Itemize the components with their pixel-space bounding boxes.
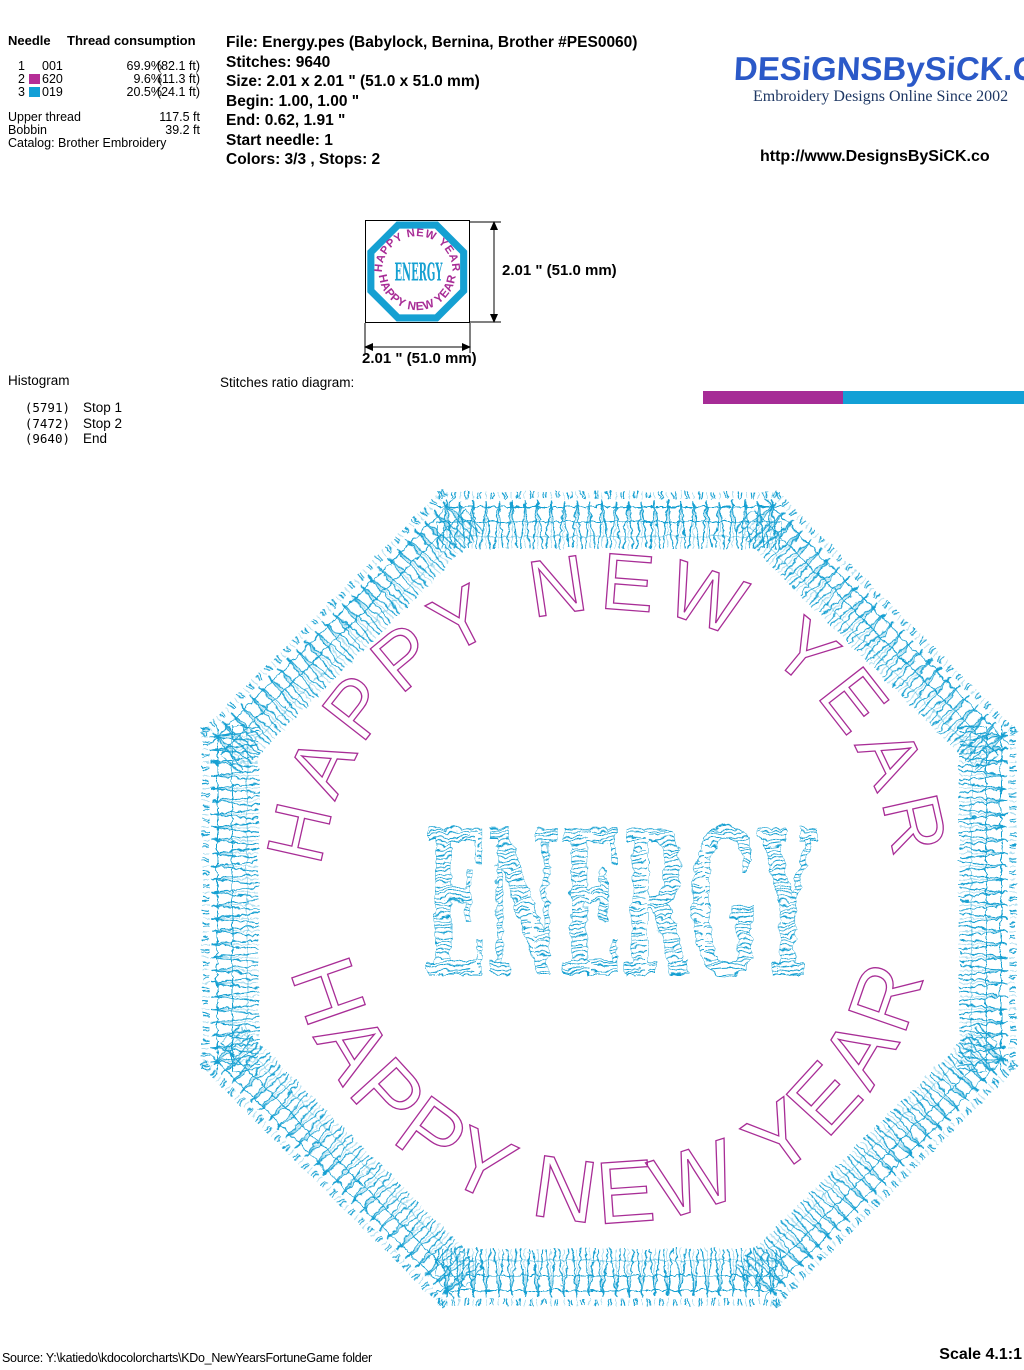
upper-thread-label: Upper thread	[8, 110, 81, 124]
ratio-bar	[703, 391, 1024, 404]
colors-line: Colors: 3/3 , Stops: 2	[226, 151, 381, 168]
upper-thread-row: Upper thread 117.5 ft	[8, 110, 200, 124]
arrow-left-icon	[364, 343, 373, 351]
histogram-label: Stop 1	[83, 400, 123, 415]
source-path: Source: Y:\katiedo\kdocolorcharts\KDo_Ne…	[2, 1351, 372, 1365]
bobbin-value: 39.2 ft	[165, 123, 200, 137]
upper-thread-value: 117.5 ft	[159, 110, 200, 124]
preview-design: HAPPY NEW YEAR HAPPY NEW YEAR ENERGY	[367, 221, 468, 322]
thread-color-swatch	[29, 74, 40, 84]
thread-code: 001	[42, 59, 63, 73]
histogram-title: Histogram	[8, 373, 70, 388]
brand-url[interactable]: http://www.DesignsBySiCK.co	[760, 148, 990, 165]
histogram-label: End	[83, 431, 108, 446]
thread-summary: Upper thread 117.5 ft Bobbin 39.2 ft Cat…	[8, 110, 200, 150]
thread-color-swatch	[29, 61, 40, 71]
start-needle-line: Start needle: 1	[226, 131, 333, 149]
design-canvas: HAPPY NEW YEAR HAPPY NEW YEAR ENERGY	[197, 486, 1019, 1309]
ratio-segment-magenta	[703, 391, 843, 404]
center-text-energy: ENERGY	[422, 785, 815, 1020]
thread-code: 620	[42, 72, 63, 86]
thread-length: (11.3 ft)	[157, 72, 200, 86]
histogram-entry: (5791) Stop 1	[18, 400, 122, 416]
thread-row: 2 620 9.6% (11.3 ft)	[8, 72, 200, 86]
catalog-label: Catalog: Brother Embroidery	[8, 136, 167, 150]
thread-percent: 69.9%	[126, 59, 162, 73]
thread-table-header: Needle Thread consumption	[8, 33, 200, 59]
thread-percent: 20.5%	[126, 85, 162, 99]
brand-tagline: Embroidery Designs Online Since 2002	[753, 88, 1009, 105]
histogram-label: Stop 2	[83, 415, 123, 431]
brand-logo: DESiGNSBySiCK.COM	[733, 50, 1024, 87]
stitches-line: Stitches: 9640	[226, 53, 331, 71]
thread-length: (24.1 ft)	[156, 85, 200, 99]
thread-color-swatch	[29, 87, 40, 97]
needle-header: Needle	[8, 33, 51, 48]
ratio-segment-blue	[843, 391, 1024, 404]
needle-number: 2	[18, 72, 25, 86]
thread-code: 019	[42, 85, 63, 99]
height-dim-label: 2.01 " (51.0 mm)	[502, 262, 617, 279]
thread-length: (82.1 ft)	[156, 59, 200, 73]
preview-box	[365, 220, 470, 323]
needle-number: 3	[18, 85, 25, 99]
bobbin-label: Bobbin	[8, 123, 47, 137]
ratio-diagram-label: Stitches ratio diagram:	[220, 375, 355, 390]
width-dimension	[364, 323, 471, 353]
height-dimension	[470, 221, 501, 323]
histogram-entry: (9640) End	[18, 431, 122, 447]
arrow-down-icon	[490, 314, 498, 323]
dimension-annotations	[364, 221, 501, 353]
histogram-count: (9640)	[24, 431, 70, 446]
file-name-line: File: Energy.pes (Babylock, Bernina, Bro…	[226, 34, 638, 51]
arrow-up-icon	[490, 221, 498, 230]
histogram-count: (5791)	[24, 400, 70, 415]
thread-table: Needle Thread consumption 1 001 69.9% (8…	[8, 33, 200, 150]
thread-percent: 9.6%	[133, 72, 163, 86]
bobbin-row: Bobbin 39.2 ft	[8, 123, 200, 137]
needle-number: 1	[18, 59, 25, 73]
center-text-energy-mini: ENERGY	[394, 258, 442, 287]
scale-label: Scale 4.1:1	[939, 1346, 1022, 1363]
histogram-list: (5791) Stop 1 (7472) Stop 2 (9640) End	[18, 400, 122, 447]
end-line: End: 0.62, 1.91 "	[226, 112, 346, 129]
histogram-count: (7472)	[24, 415, 70, 431]
octagon-border-mini	[367, 221, 468, 322]
thread-row: 1 001 69.9% (82.1 ft)	[8, 59, 200, 73]
arrow-right-icon	[462, 343, 471, 351]
size-line: Size: 2.01 x 2.01 " (51.0 x 51.0 mm)	[226, 73, 480, 90]
histogram-entry: (7472) Stop 2	[18, 416, 122, 432]
consumption-header: Thread consumption	[67, 33, 196, 48]
thread-row: 3 019 20.5% (24.1 ft)	[8, 85, 200, 99]
file-info: File: Energy.pes (Babylock, Bernina, Bro…	[226, 33, 746, 170]
begin-line: Begin: 1.00, 1.00 "	[226, 92, 360, 110]
width-dim-label: 2.01 " (51.0 mm)	[362, 350, 477, 367]
catalog-row: Catalog: Brother Embroidery	[8, 136, 200, 150]
